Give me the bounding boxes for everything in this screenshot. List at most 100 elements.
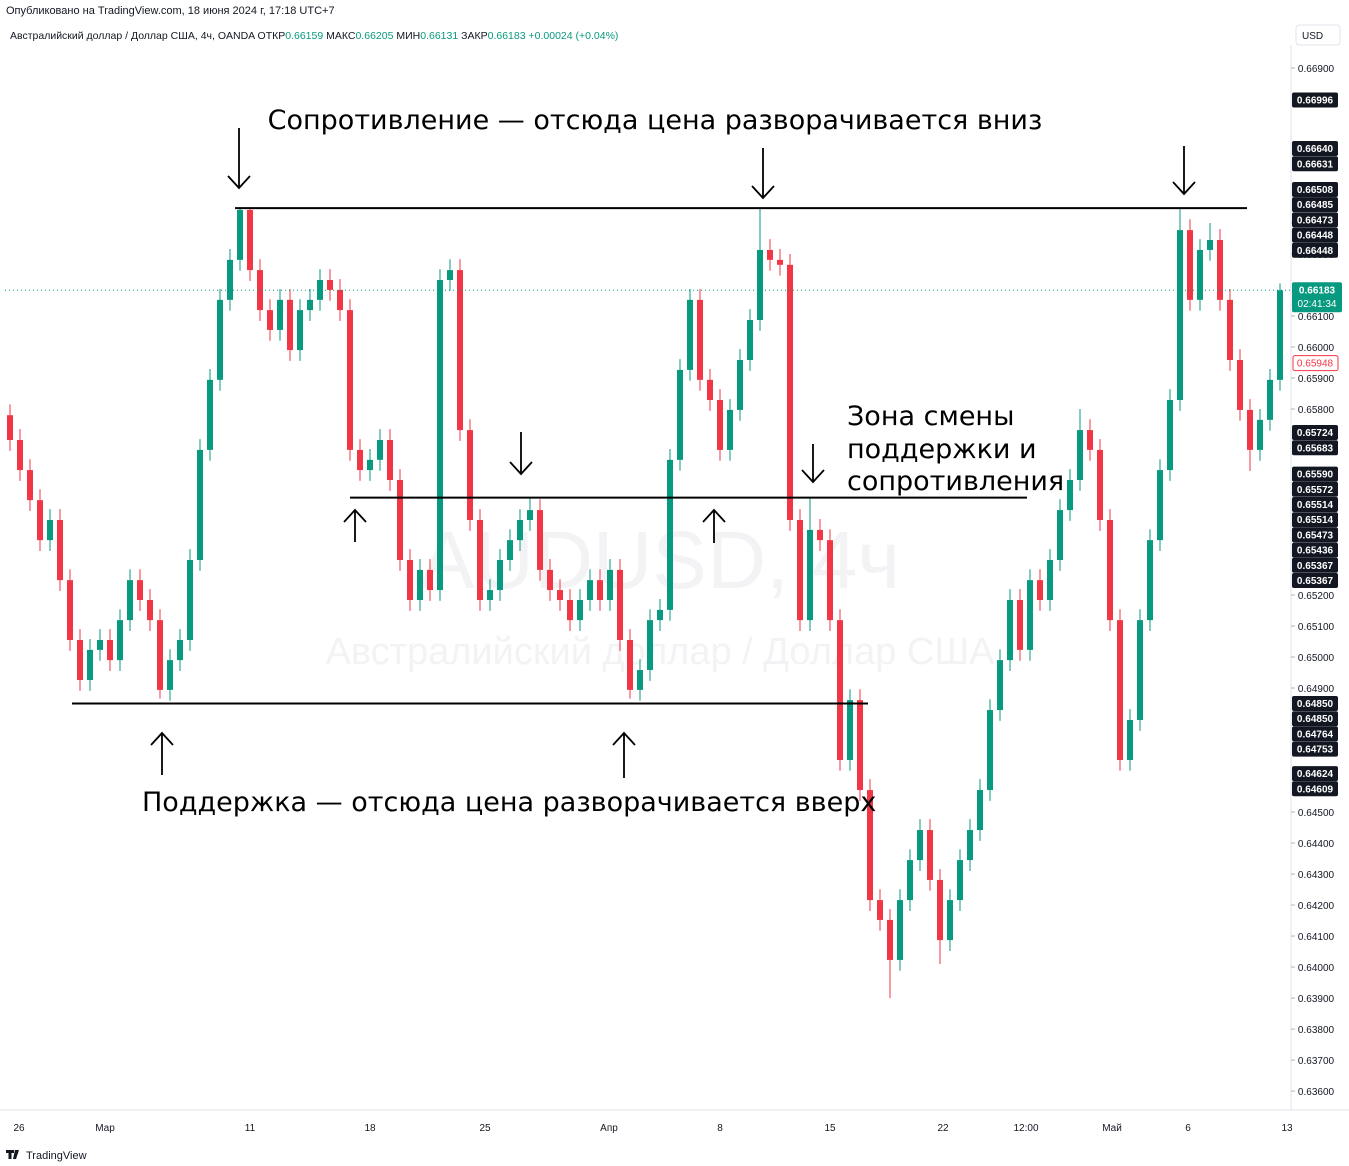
candle-body xyxy=(217,299,223,380)
x-tick-label: Апр xyxy=(600,1123,618,1134)
price-label: 0.64850 xyxy=(1297,699,1334,710)
candle-body xyxy=(1107,519,1113,621)
candle-body xyxy=(697,299,703,380)
price-label: 0.64609 xyxy=(1297,784,1334,795)
candle-body xyxy=(477,519,483,600)
candle-body xyxy=(767,249,773,260)
footer: TradingView xyxy=(6,1150,87,1162)
price-label: 0.66640 xyxy=(1297,144,1334,155)
candle-body xyxy=(1237,360,1243,410)
candle-body xyxy=(1277,290,1283,380)
candle-body xyxy=(357,449,363,471)
currency-box[interactable] xyxy=(1295,24,1341,46)
brand: TradingView xyxy=(26,1150,87,1162)
candle-body xyxy=(727,409,733,450)
candle-body xyxy=(687,299,693,370)
candle-body xyxy=(517,519,523,541)
candle-body xyxy=(707,379,713,400)
watermark-name: Австралийский доллар / Доллар США xyxy=(325,631,995,673)
candle-body xyxy=(367,459,373,471)
candle-body xyxy=(647,620,653,671)
price-label: 0.66508 xyxy=(1297,185,1334,196)
candle-body xyxy=(527,510,533,520)
candle-body xyxy=(837,620,843,760)
candle-body xyxy=(167,660,173,690)
candle-body xyxy=(327,280,333,290)
price-label-box xyxy=(1292,425,1338,441)
candle-body xyxy=(787,264,793,520)
candle-body xyxy=(1147,540,1153,621)
candle-body xyxy=(1077,430,1083,480)
candle-body xyxy=(447,270,453,281)
arrow-up xyxy=(343,508,367,542)
candle-body xyxy=(337,289,343,311)
candle-body xyxy=(497,559,503,591)
price-label-box xyxy=(1292,242,1338,258)
open-label: ОТКР xyxy=(258,30,286,42)
candle-body xyxy=(417,569,423,600)
candle-body xyxy=(307,299,313,311)
price-label: 0.64624 xyxy=(1297,769,1334,780)
candle-body xyxy=(897,900,903,960)
candle-body xyxy=(1267,379,1273,420)
candle-body xyxy=(277,299,283,330)
price-label-box xyxy=(1292,440,1338,456)
candle-body xyxy=(227,259,233,300)
candle-body xyxy=(1167,400,1173,471)
currency[interactable]: USD xyxy=(1302,31,1323,42)
arrow-down xyxy=(1172,146,1196,196)
candle-body xyxy=(777,259,783,265)
plot: 0.669000.664000.663000.661000.660000.659… xyxy=(5,64,1342,1134)
candle-body xyxy=(657,609,663,621)
countdown: 02:41:34 xyxy=(1298,299,1337,310)
low-label: МИН xyxy=(396,30,420,42)
candle-body xyxy=(977,790,983,831)
candle-body xyxy=(1117,620,1123,760)
candle-body xyxy=(257,270,263,311)
high-value: 0.66205 xyxy=(355,30,393,42)
candle-body xyxy=(807,529,813,621)
price-label-box xyxy=(1292,741,1338,757)
y-tick-label: 0.63700 xyxy=(1298,1056,1335,1067)
x-tick-label: Май xyxy=(1102,1123,1122,1134)
arrow-down xyxy=(509,432,533,476)
candle-body xyxy=(247,209,253,271)
candle-body xyxy=(77,639,83,680)
candle-body xyxy=(947,900,953,941)
published: Опубликовано на TradingView.com, 18 июня… xyxy=(6,5,335,17)
candle-body xyxy=(537,510,543,570)
candle-body xyxy=(547,569,553,591)
candle-body xyxy=(377,439,383,460)
candle-body xyxy=(1207,240,1213,250)
price-label: 0.65436 xyxy=(1297,546,1334,557)
price-label-box xyxy=(1292,481,1338,497)
candle-body xyxy=(207,379,213,450)
y-tick-label: 0.63900 xyxy=(1298,994,1335,1005)
price-label-box xyxy=(1292,542,1338,558)
price-label: 0.65683 xyxy=(1297,443,1334,454)
open-value: 0.66159 xyxy=(285,30,323,42)
candle-body xyxy=(1047,559,1053,600)
y-tick-label: 0.65000 xyxy=(1298,653,1335,664)
price-label-box xyxy=(1292,181,1338,197)
price-label-box xyxy=(1292,527,1338,543)
candle-body xyxy=(597,580,603,600)
price-label: 0.66448 xyxy=(1297,246,1334,257)
price-label-box xyxy=(1292,227,1338,243)
candle-body xyxy=(887,919,893,960)
price-label: 0.65367 xyxy=(1297,576,1334,587)
candle-body xyxy=(857,700,863,791)
candle-body xyxy=(1037,580,1043,600)
price-label-box xyxy=(1292,141,1338,157)
price-label: 0.65590 xyxy=(1297,470,1334,481)
candle-body xyxy=(847,700,853,760)
price-label: 0.65473 xyxy=(1297,530,1334,541)
y-tick-label: 0.64300 xyxy=(1298,870,1335,881)
price-label: 0.66473 xyxy=(1297,215,1334,226)
close-label: ЗАКР xyxy=(461,30,487,42)
low-value: 0.66131 xyxy=(420,30,458,42)
candle-body xyxy=(37,500,43,541)
candle-body xyxy=(487,590,493,600)
